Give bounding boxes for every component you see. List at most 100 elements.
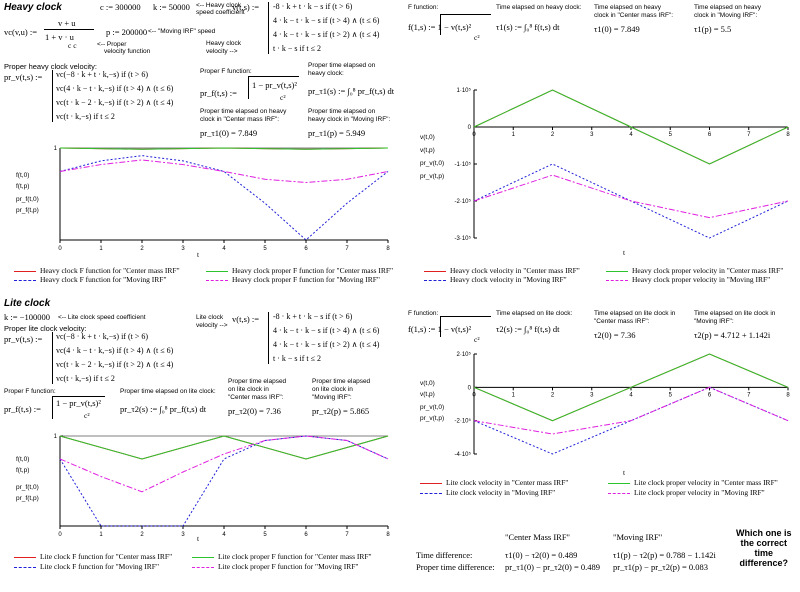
heavy-v-ylabel: v(t,p) [420, 147, 435, 154]
lite-f-legend-item: Lite clock F function for "Moving IRF" [14, 562, 159, 571]
lite-f-c2: c² [474, 335, 480, 344]
lite-prv-case: vc(t · k − 2 · k,−s) if (t > 2) ∧ (t ≤ 4… [56, 360, 174, 369]
heavy-prv-cases: vc(−8 · k + t · k,−s) if (t > 6) vc(4 · … [56, 70, 173, 122]
y-tick-label: 0 [468, 385, 472, 391]
heavy-taup-value: τ1(p) = 5.5 [694, 24, 732, 34]
lite-tau-heading: Time elapsed on lite clock: [496, 310, 573, 317]
x-tick-label: 1 [99, 532, 103, 538]
heavy-f-expr: f(1,s) := 1 − v(t,s)² [408, 22, 472, 32]
lite-taup-head-1: Time elapsed on lite clock in [694, 310, 776, 317]
series-line [59, 435, 389, 460]
lite-prtau0-head-1: Proper time elapsed [228, 378, 287, 385]
x-tick-label: 6 [304, 532, 308, 538]
y-tick-label: 1 [54, 146, 58, 152]
lite-v-bracket [268, 312, 269, 364]
y-tick-label: 0 [468, 125, 472, 131]
lite-v-ylabel: v(t,p) [420, 391, 435, 398]
heavy-f-legend-item: Heavy clock F function for "Center mass … [14, 266, 180, 275]
x-tick-label: 7 [345, 246, 349, 252]
heavy-prf-expr: 1 − pr_v(t,s)² [252, 80, 297, 90]
x-tick-label: 2 [551, 132, 555, 138]
heavy-v-case: -8 · k + t · k − s if (t > 6) [273, 2, 353, 11]
heavy-f-ylabel: f(t,p) [16, 183, 30, 190]
heavy-taup-head-1: Time elapsed on heavy [694, 4, 761, 11]
x-tick-label: 4 [629, 132, 633, 138]
x-tick-label: 0 [58, 532, 62, 538]
summary-row2-label: Proper time difference: [416, 562, 495, 572]
lite-f-legend-item: Lite clock proper F function for "Center… [192, 552, 372, 561]
y-tick-label: -4·10⁵ [455, 451, 472, 458]
summary-row1-label: Time difference: [416, 550, 473, 560]
vc-lhs: vc(v,u) := [4, 27, 38, 37]
heavy-f-legend-item: Heavy clock proper F function for "Cente… [206, 266, 393, 275]
heavy-f-c2: c² [474, 33, 480, 42]
x-tick-label: 3 [590, 132, 594, 138]
lite-prf-lhs: pr_f(t,s) := [4, 404, 41, 414]
vc-fraction-bar [44, 29, 94, 30]
x-tick-label: 8 [386, 246, 390, 252]
series-line [473, 386, 789, 435]
lite-clock-title: Lite clock [4, 298, 51, 309]
lite-taup-head-2: "Moving IRF": [694, 318, 734, 325]
heavy-f-xlabel: t [197, 250, 200, 259]
lite-v-legend-item: Lite clock proper velocity in "Moving IR… [608, 488, 765, 497]
x-tick-label: 1 [512, 132, 516, 138]
p-definition: p := 200000 [106, 27, 148, 37]
heavy-prv-case: vc(−8 · k + t · k,−s) if (t > 6) [56, 70, 149, 79]
vc-denominator: 1 + v · u [45, 32, 74, 42]
heavy-f-heading: F function: [408, 4, 439, 11]
lite-prv-case: vc(−8 · k + t · k,−s) if (t > 6) [56, 332, 149, 341]
heavy-f-legend-item: Heavy clock F function for "Moving IRF" [14, 275, 167, 284]
x-tick-label: 8 [786, 392, 790, 398]
lite-prf-c2: c² [84, 411, 90, 420]
heavy-v-lhs: v(t,s) := [232, 2, 259, 12]
heavy-f-legend-item: Heavy clock proper F function for "Movin… [206, 275, 380, 284]
lite-prf-sqrt [52, 396, 105, 419]
x-tick-label: 4 [222, 532, 226, 538]
lite-f-ylabel: pr_f(t,0) [16, 484, 39, 491]
lite-tau-expr: τ2(s) := ∫₀⁸ f(t,s) dt [496, 324, 560, 334]
x-tick-label: 3 [181, 532, 185, 538]
summary-question: Which one is the correct time difference? [736, 528, 792, 568]
heavy-prtau0-head-2: clock in "Center mass IRF": [200, 116, 280, 123]
heavy-v-legend-item: Heavy clock velocity in "Center mass IRF… [424, 266, 580, 275]
lite-v-case: 4 · k − t · k − s if (t > 2) ∧ (t ≤ 4) [273, 340, 380, 349]
heavy-prtaup-value: pr_τ1(p) = 5.949 [308, 128, 366, 138]
lite-prv-heading: Proper lite clock velocity: [4, 324, 87, 333]
lite-prtau-expr: pr_τ2(s) := ∫₀⁸ pr_f(t,s) dt [120, 404, 207, 414]
y-tick-label: 1·10⁵ [457, 87, 472, 94]
lite-prv-lhs: pr_v(t,s) := [4, 334, 43, 344]
x-tick-label: 4 [629, 392, 633, 398]
y-tick-label: -1·10⁵ [455, 161, 472, 168]
heavy-prv-lhs: pr_v(t,s) := [4, 72, 43, 82]
lite-prtau0-value: pr_τ2(0) = 7.36 [228, 406, 281, 416]
lite-v-xlabel: t [623, 468, 626, 477]
series-line [59, 435, 389, 493]
heavy-prf-sqrt [248, 76, 299, 99]
lite-f-ylabel: f(t,0) [16, 456, 30, 463]
heavy-f-ylabel: f(t,0) [16, 172, 30, 179]
heavy-v-case: 4 · k − t · k − s if (t > 4) ∧ (t ≤ 6) [273, 16, 380, 25]
heavy-prtau-head-2: heavy clock: [308, 70, 344, 77]
heavy-v-legend-item: Heavy clock proper velocity in "Center m… [606, 266, 783, 275]
x-tick-label: 1 [99, 246, 103, 252]
lite-v-ylabel: v(t,0) [420, 380, 435, 387]
heavy-tau-expr: τ1(s) := ∫₀⁸ f(t,s) dt [496, 22, 560, 32]
k-definition: k := 50000 [153, 2, 190, 12]
lite-prtau0-head-2: on lite clock in [228, 386, 269, 393]
lite-f-expr: f(1,s) := 1 − v(t,s)² [408, 324, 472, 334]
vc-numerator: v + u [58, 18, 76, 28]
x-tick-label: 2 [140, 246, 144, 252]
series-line [59, 155, 389, 241]
x-tick-label: 5 [669, 392, 673, 398]
heavy-v-cases: -8 · k + t · k − s if (t > 6) 4 · k − t … [273, 2, 379, 54]
lite-v-note-2: velocity --> [196, 322, 228, 329]
heavy-v-ylabel: v(t,0) [420, 134, 435, 141]
heavy-prf-heading: Proper F function: [200, 68, 252, 75]
heavy-prtau-head-1: Proper time elapsed on [308, 62, 376, 69]
lite-f-xlabel: t [197, 534, 200, 543]
heavy-f-sqrt [440, 14, 491, 35]
heavy-v-ylabel: pr_v(t,p) [420, 173, 445, 180]
lite-v-legend-item: Lite clock velocity in "Moving IRF" [420, 488, 555, 497]
lite-v-lhs: v(t,s) := [232, 314, 259, 324]
